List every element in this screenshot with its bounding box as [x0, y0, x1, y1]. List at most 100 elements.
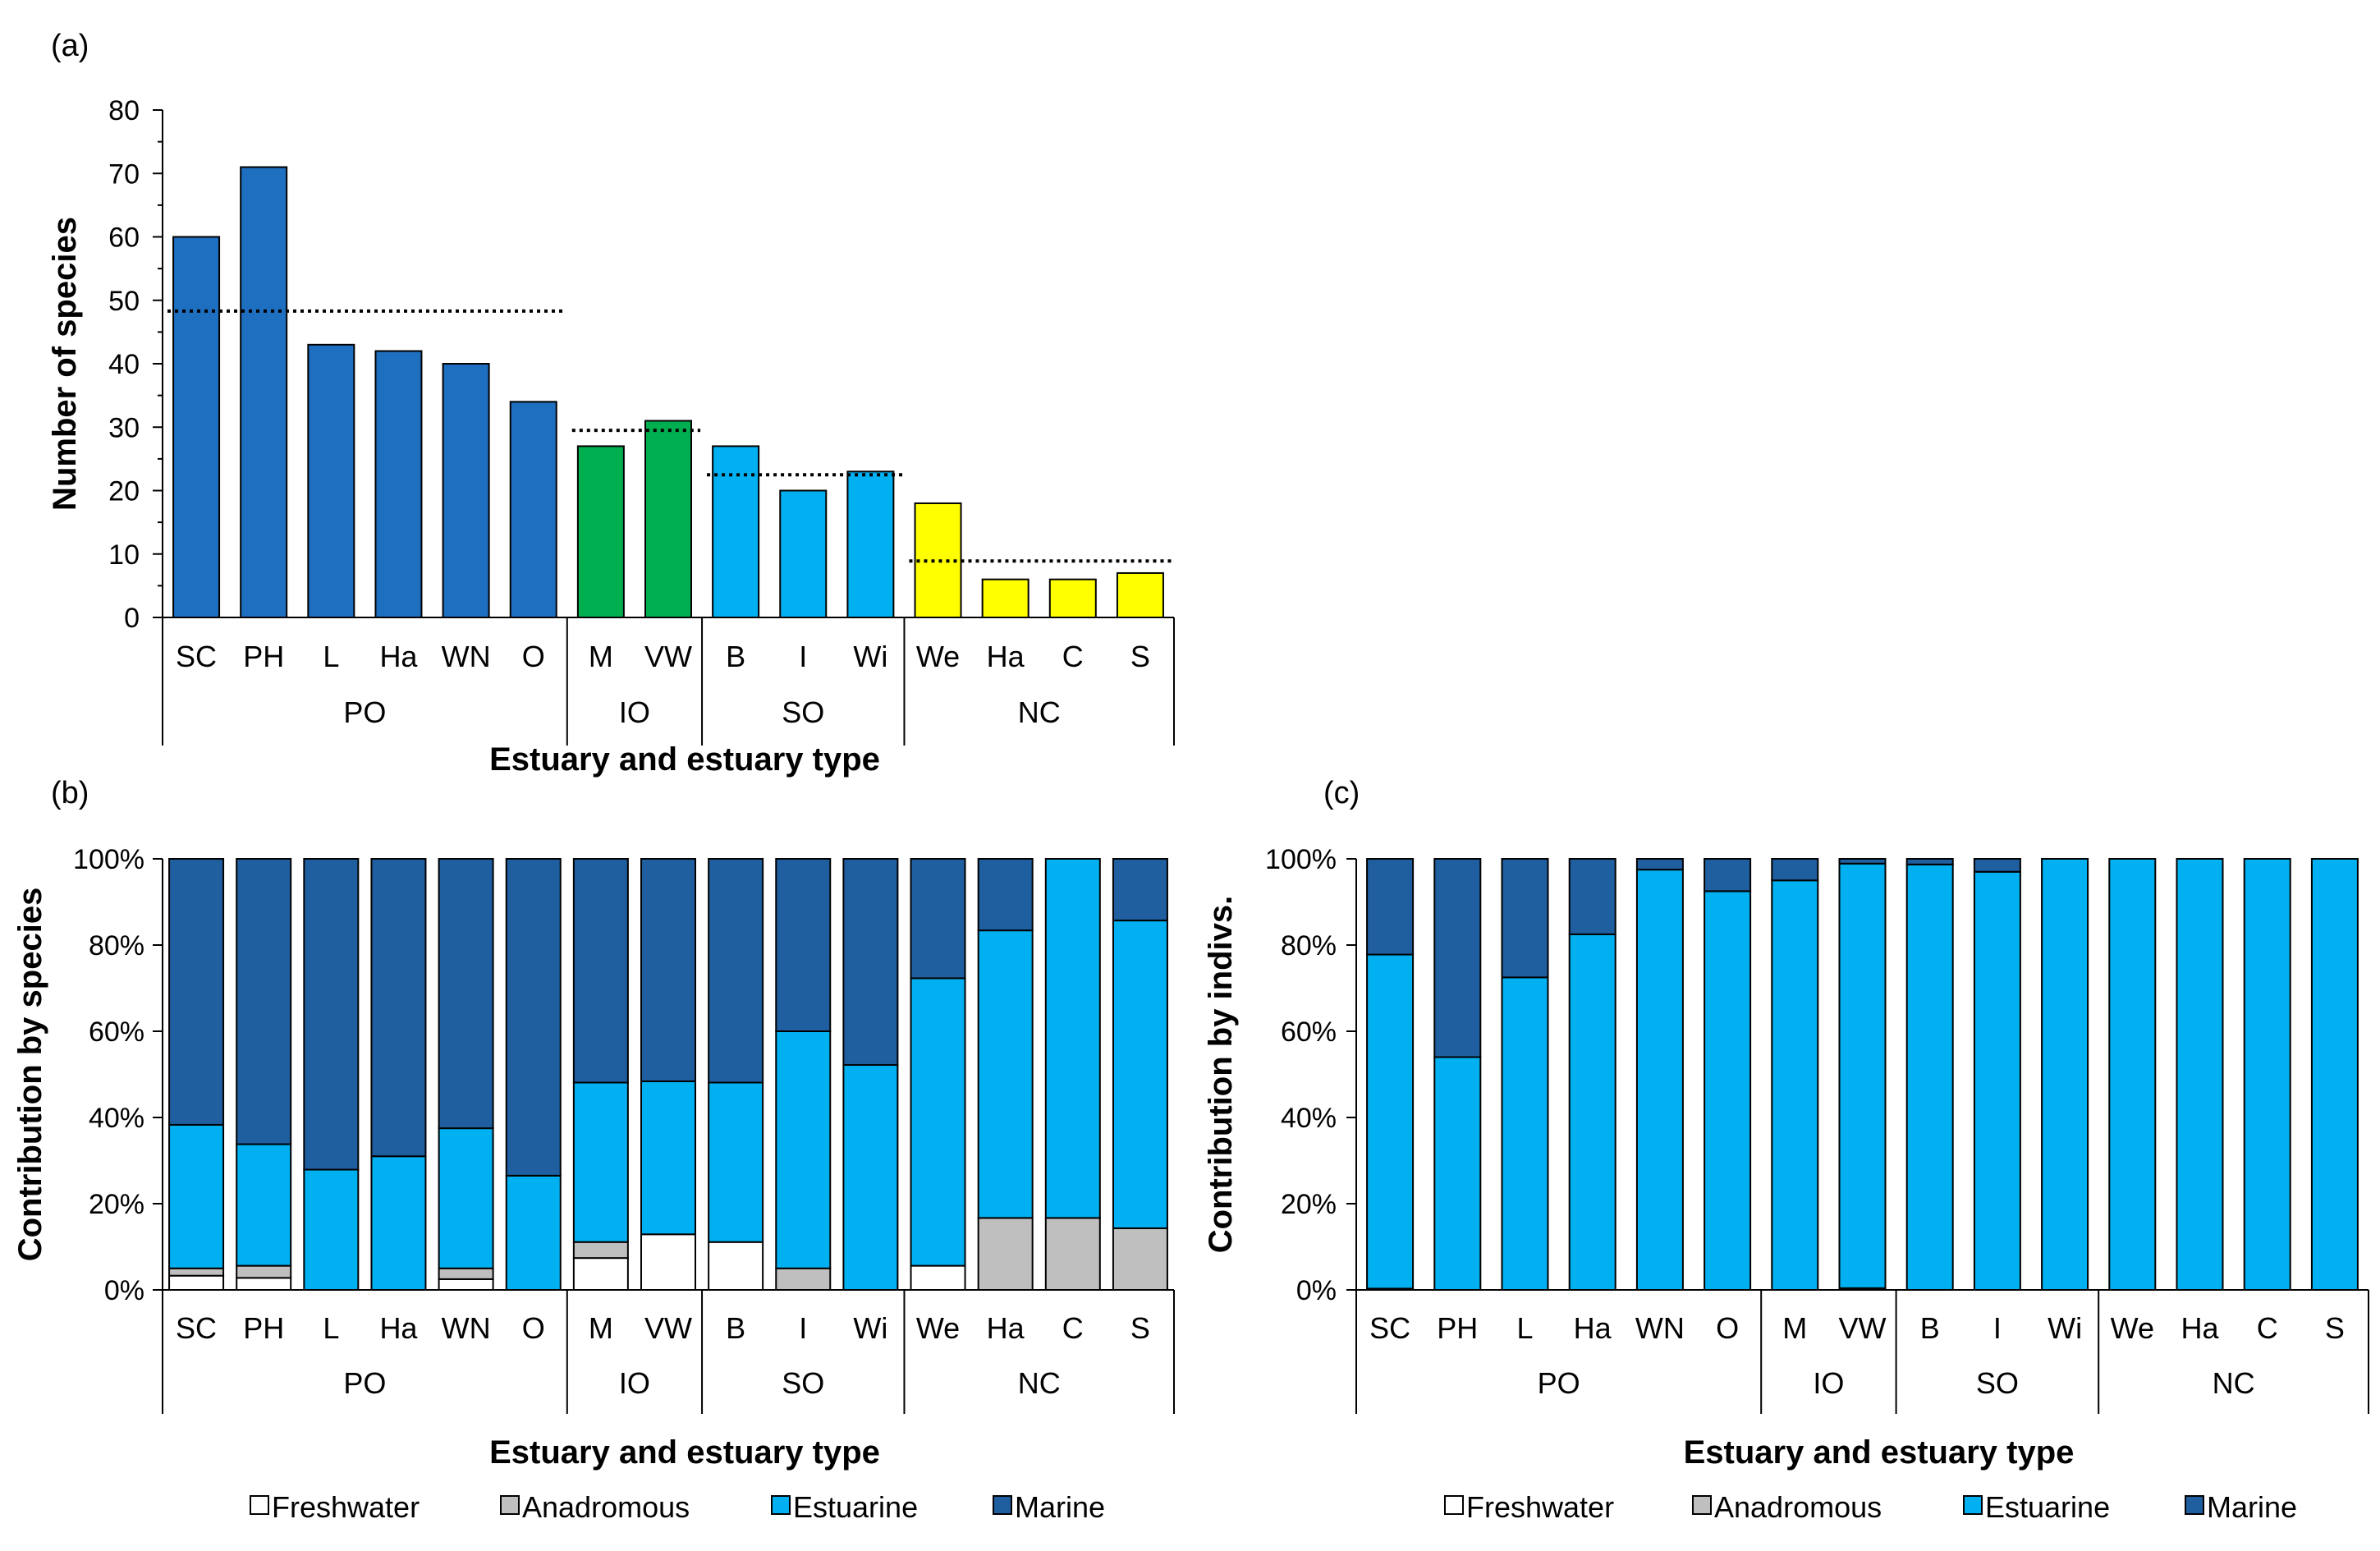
bar-segment-anadromous-9: [775, 1267, 832, 1291]
bar-segment-estuarine-8: [708, 1081, 764, 1243]
bar-segment-anadromous-13: [1044, 1217, 1101, 1291]
bar-segment-freshwater-7: [640, 1233, 696, 1292]
x-category-label: Ha: [2181, 1311, 2219, 1345]
panel-label: (b): [51, 776, 89, 810]
group-label-so: SO: [1976, 1366, 2019, 1400]
x-category-label: L: [323, 1311, 339, 1345]
bar-segment-marine-12: [977, 858, 1034, 932]
bar-segment-anadromous-6: [572, 1241, 629, 1260]
x-category-label: Wi: [853, 1311, 887, 1345]
x-category-label: L: [323, 640, 339, 673]
bar-segment-estuarine-0: [1366, 953, 1415, 1290]
bar-segment-estuarine-2: [303, 1168, 360, 1292]
y-tick-label: 40%: [89, 1103, 144, 1134]
x-category-label: SC: [176, 1311, 217, 1345]
y-tick-label: 20%: [1281, 1189, 1337, 1220]
bar-segment-estuarine-7: [640, 1080, 696, 1236]
group-label-io: IO: [619, 695, 650, 729]
legend-label-marine: Marine: [2207, 1490, 2297, 1524]
bar-segment-estuarine-4: [1635, 869, 1684, 1291]
x-category-label: VW: [644, 640, 692, 673]
bar-segment-estuarine-9: [1973, 870, 2021, 1291]
bar-we-11: [914, 502, 962, 619]
group-label-po: PO: [343, 695, 386, 729]
x-axis-title: Estuary and estuary type: [489, 1434, 880, 1471]
bar-segment-marine-2: [303, 858, 360, 1171]
y-tick-label: 50: [108, 286, 140, 317]
bar-segment-marine-11: [910, 858, 966, 980]
legend-swatch-marine: [2185, 1495, 2204, 1515]
bar-segment-marine-8: [1905, 858, 1954, 865]
y-tick-label: 100%: [1265, 844, 1337, 875]
x-category-label: VW: [644, 1311, 692, 1345]
legend-label-estuarine: Estuarine: [793, 1490, 918, 1524]
bar-s-14: [1116, 571, 1164, 618]
bar-segment-estuarine-13: [2243, 858, 2291, 1291]
y-axis-title: Number of species: [47, 217, 83, 511]
y-tick-label: 80: [108, 95, 140, 126]
x-category-label: L: [1516, 1311, 1533, 1345]
bar-wi-10: [846, 470, 895, 619]
y-tick-label: 20%: [89, 1189, 144, 1220]
group-label-io: IO: [1813, 1366, 1844, 1400]
bar-segment-estuarine-6: [1771, 879, 1819, 1291]
bar-o-5: [509, 401, 557, 618]
group-label-po: PO: [343, 1366, 386, 1400]
bar-segment-freshwater-8: [708, 1241, 764, 1291]
x-category-label: M: [589, 640, 613, 673]
bar-segment-anadromous-0: [168, 1267, 225, 1277]
y-tick-label: 80%: [89, 930, 144, 961]
y-axis-title: Contribution by species: [12, 888, 48, 1262]
x-category-label: Wi: [853, 640, 887, 673]
bar-segment-marine-10: [842, 858, 899, 1066]
x-category-label: SC: [176, 640, 217, 673]
bar-segment-marine-5: [1704, 858, 1752, 893]
panel-c-contribution-by-individuals-chart: (c)0%20%40%60%80%100%SC PH L Ha WN O M VW B I Wi We…: [1203, 776, 2369, 1524]
x-category-label: We: [916, 640, 960, 673]
y-tick-label: 100%: [73, 844, 144, 875]
bar-ph-1: [240, 166, 288, 618]
x-category-label: Ha: [379, 640, 418, 673]
bar-segment-estuarine-12: [2176, 858, 2224, 1291]
x-category-label: O: [522, 1311, 545, 1345]
bar-segment-estuarine-1: [1433, 1056, 1482, 1291]
x-category-label: Wi: [2048, 1311, 2082, 1345]
y-tick-label: 80%: [1281, 930, 1337, 961]
x-category-label: S: [1130, 1311, 1150, 1345]
bar-segment-anadromous-1: [236, 1264, 292, 1279]
x-category-label: WN: [1635, 1311, 1685, 1345]
x-category-label: I: [799, 1311, 807, 1345]
bar-segment-marine-9: [1973, 858, 2021, 873]
x-category-label: PH: [1437, 1311, 1478, 1345]
x-category-label: Ha: [987, 1311, 1025, 1345]
bar-l-2: [307, 343, 355, 618]
y-axis-title: Contribution by indivs.: [1203, 896, 1239, 1254]
legend-swatch-freshwater: [1444, 1495, 1464, 1515]
bar-vw-7: [644, 420, 692, 619]
legend-label-freshwater: Freshwater: [272, 1490, 420, 1524]
x-category-label: Ha: [1574, 1311, 1612, 1345]
y-tick-label: 10: [108, 539, 140, 571]
y-tick-label: 0%: [1296, 1275, 1337, 1306]
x-category-label: PH: [243, 1311, 284, 1345]
bar-segment-estuarine-12: [977, 929, 1034, 1219]
bar-segment-estuarine-1: [236, 1143, 292, 1267]
bar-segment-estuarine-7: [1838, 862, 1887, 1289]
y-tick-label: 40: [108, 349, 140, 380]
bar-segment-freshwater-1: [236, 1277, 292, 1292]
x-category-label: S: [2325, 1311, 2345, 1345]
group-label-nc: NC: [2213, 1366, 2255, 1400]
bar-segment-marine-2: [1501, 858, 1549, 979]
bar-segment-estuarine-0: [168, 1123, 225, 1269]
bar-segment-marine-9: [775, 858, 832, 1032]
bar-segment-estuarine-11: [910, 977, 966, 1267]
bar-segment-estuarine-5: [505, 1174, 562, 1291]
group-label-nc: NC: [1018, 695, 1061, 729]
bar-segment-marine-6: [1771, 858, 1819, 882]
bar-segment-anadromous-14: [1112, 1227, 1168, 1292]
bar-segment-marine-0: [1366, 858, 1415, 956]
bar-segment-marine-8: [708, 858, 764, 1084]
bar-segment-marine-4: [438, 858, 494, 1130]
panel-label: (a): [51, 29, 89, 63]
x-category-label: We: [916, 1311, 960, 1345]
